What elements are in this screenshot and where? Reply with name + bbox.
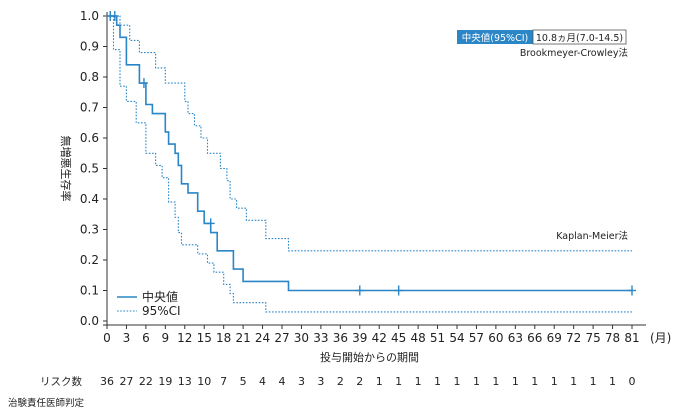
risk-count: 3 <box>298 375 305 388</box>
y-tick-label: 0.3 <box>80 223 99 237</box>
y-tick-label: 0.5 <box>80 162 99 176</box>
risk-count: 1 <box>590 375 597 388</box>
x-tick-label: 75 <box>585 331 600 345</box>
risk-count: 1 <box>376 375 383 388</box>
y-tick-label: 0.6 <box>80 131 99 145</box>
x-tick-label: 21 <box>235 331 250 345</box>
axes: 0.00.10.20.30.40.50.60.70.80.91.00 3 6 9 12 1… <box>59 9 671 364</box>
x-tick-label: 6 <box>142 331 150 345</box>
risk-count: 1 <box>434 375 441 388</box>
risk-count: 4 <box>279 375 286 388</box>
x-tick-label: 57 <box>469 331 484 345</box>
risk-count: 7 <box>220 375 227 388</box>
risk-table-label: リスク数 <box>40 375 82 388</box>
y-tick-label: 0.0 <box>80 314 99 328</box>
risk-count: 1 <box>492 375 499 388</box>
x-tick-label: 54 <box>449 331 464 345</box>
risk-count: 36 <box>100 375 114 388</box>
x-tick-label: 81 <box>624 331 639 345</box>
x-unit-label: (月) <box>650 331 671 345</box>
series-line-2 <box>107 15 632 313</box>
risk-count: 5 <box>240 375 247 388</box>
x-tick-label: 30 <box>294 331 309 345</box>
x-tick-label: 24 <box>255 331 270 345</box>
risk-count: 1 <box>531 375 538 388</box>
y-tick-label: 1.0 <box>80 9 99 23</box>
ci-method-label: Brookmeyer-Crowley法 <box>520 47 628 59</box>
risk-count: 1 <box>551 375 558 388</box>
x-tick-label: 66 <box>527 331 542 345</box>
x-tick-label: 69 <box>547 331 562 345</box>
risk-count: 1 <box>570 375 577 388</box>
estimation-method-label: Kaplan-Meier法 <box>556 230 628 242</box>
x-tick-label: 15 <box>197 331 212 345</box>
y-tick-label: 0.8 <box>80 70 99 84</box>
y-tick-label: 0.7 <box>80 101 99 115</box>
x-tick-label: 60 <box>488 331 503 345</box>
x-tick-label: 48 <box>410 331 425 345</box>
y-tick-label: 0.1 <box>80 284 99 298</box>
x-tick-label: 33 <box>313 331 328 345</box>
y-axis-title: 無増悪生存率 <box>59 136 73 202</box>
median-label: 中央値(95%CI) <box>462 32 528 44</box>
x-tick-label: 12 <box>177 331 192 345</box>
x-tick-label: 9 <box>162 331 170 345</box>
y-tick-label: 0.2 <box>80 253 99 267</box>
median-value: 10.8ヵ月(7.0-14.5) <box>536 33 623 44</box>
risk-count: 1 <box>454 375 461 388</box>
median-label-box <box>457 30 533 44</box>
risk-count: 0 <box>629 375 636 388</box>
risk-count: 1 <box>395 375 402 388</box>
risk-count: 13 <box>178 375 192 388</box>
legend-label: 中央値 <box>142 289 178 304</box>
series-layer <box>106 11 636 313</box>
risk-count: 2 <box>337 375 344 388</box>
x-tick-label: 3 <box>123 331 131 345</box>
risk-count: 1 <box>512 375 519 388</box>
legend-label: 95%CI <box>142 304 181 318</box>
x-tick-label: 51 <box>430 331 445 345</box>
x-tick-label: 27 <box>274 331 289 345</box>
x-tick-label: 0 <box>103 331 111 345</box>
risk-count: 2 <box>356 375 363 388</box>
x-tick-label: 72 <box>566 331 581 345</box>
x-axis-title: 投与開始からの期間 <box>320 350 419 364</box>
risk-count: 1 <box>415 375 422 388</box>
y-tick-label: 0.9 <box>80 40 99 54</box>
risk-count: 3 <box>317 375 324 388</box>
median-value-box <box>532 29 627 45</box>
risk-count: 27 <box>119 375 133 388</box>
y-tick-label: 0.4 <box>80 192 99 206</box>
risk-count: 1 <box>609 375 616 388</box>
risk-count: 19 <box>158 375 172 388</box>
series-line-0 <box>107 15 632 292</box>
x-tick-label: 42 <box>372 331 387 345</box>
risk-count: 22 <box>139 375 153 388</box>
x-tick-label: 39 <box>352 331 367 345</box>
x-tick-label: 18 <box>216 331 231 345</box>
risk-count: 10 <box>197 375 211 388</box>
series-line-1 <box>107 15 632 252</box>
x-tick-label: 36 <box>333 331 348 345</box>
x-tick-label: 63 <box>508 331 523 345</box>
risk-count: 4 <box>259 375 266 388</box>
x-tick-label: 45 <box>391 331 406 345</box>
risk-table: リスク数 36 27 22 19 13 10 7 5 4 4 3 3 2 2 1 1 1 1 1 1 1 1 1 1 1 1 1 0 <box>40 375 636 388</box>
footnote: 治験責任医師判定 <box>8 397 85 409</box>
annotations: 中央値(95%CI) 10.8ヵ月(7.0-14.5) Brookmeyer-Cro… <box>8 29 628 409</box>
risk-count: 1 <box>473 375 480 388</box>
x-tick-label: 78 <box>605 331 620 345</box>
